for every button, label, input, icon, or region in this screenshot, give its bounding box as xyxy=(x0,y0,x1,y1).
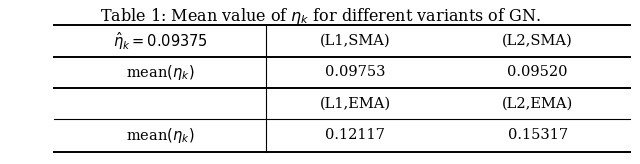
Text: mean$(\eta_k)$: mean$(\eta_k)$ xyxy=(126,126,194,145)
Text: 0.15317: 0.15317 xyxy=(508,128,568,142)
Text: 0.09753: 0.09753 xyxy=(325,65,385,79)
Text: 0.09520: 0.09520 xyxy=(508,65,568,79)
Text: (L1,SMA): (L1,SMA) xyxy=(320,34,390,48)
Text: (L2,SMA): (L2,SMA) xyxy=(502,34,573,48)
Text: (L2,EMA): (L2,EMA) xyxy=(502,96,573,110)
Text: 0.12117: 0.12117 xyxy=(325,128,385,142)
Text: mean$(\eta_k)$: mean$(\eta_k)$ xyxy=(126,63,194,82)
Text: $\hat{\eta}_k = 0.09375$: $\hat{\eta}_k = 0.09375$ xyxy=(113,30,207,52)
Text: Table 1: Mean value of $\eta_k$ for different variants of GN.: Table 1: Mean value of $\eta_k$ for diff… xyxy=(100,6,540,26)
Text: (L1,EMA): (L1,EMA) xyxy=(319,96,391,110)
